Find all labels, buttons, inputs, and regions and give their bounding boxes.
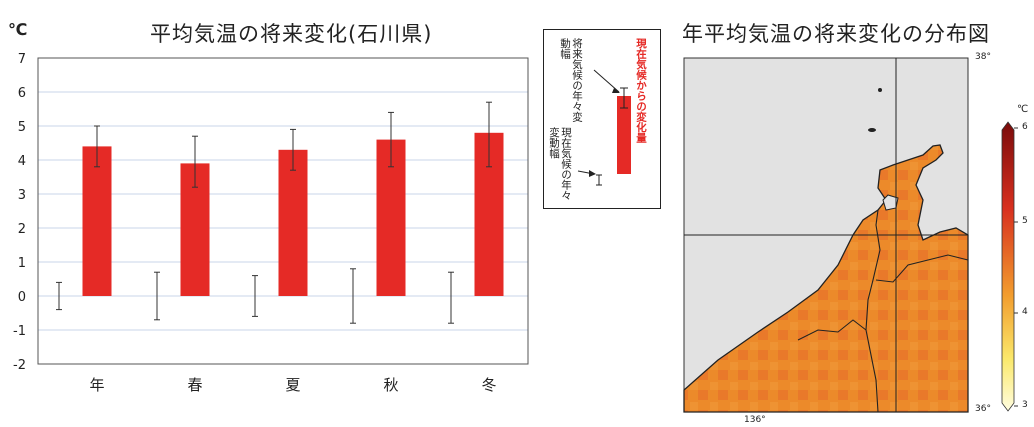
y-tick-label: 7 — [18, 52, 26, 67]
legend-arrowhead-present — [589, 170, 596, 177]
x-category-label: 夏 — [285, 376, 300, 394]
legend-box: 現在気候からの変化量 将来気候の年々変動幅 現在気候の年々変動幅 — [543, 29, 661, 209]
temperature-change-map — [683, 57, 969, 413]
legend-future-variability-label: 将来気候の年々変動幅 — [559, 38, 583, 122]
prefecture-boundary-west — [797, 319, 867, 341]
x-category-label: 秋 — [383, 376, 398, 394]
colorbar-label-5: 5 — [1022, 216, 1028, 226]
legend-graphic — [577, 69, 631, 186]
y-axis-unit-label: ℃ — [8, 20, 28, 39]
y-tick-label: 2 — [18, 222, 26, 237]
bar — [278, 149, 308, 296]
map-title: 年平均気温の将来変化の分布図 — [682, 22, 990, 46]
bar-chart: -2 -1 0 1 2 3 4 5 6 7 年 春 夏 秋 冬 — [13, 52, 529, 394]
colorbar — [1001, 121, 1018, 412]
colorbar-unit: ℃ — [1017, 104, 1029, 115]
colorbar-label-4: 4 — [1022, 307, 1028, 317]
lat-label-bottom: 36° — [975, 404, 991, 414]
x-category-label: 冬 — [481, 376, 496, 394]
legend-present-variability-label: 現在気候の年々変動幅 — [548, 127, 572, 201]
map-land-area — [683, 144, 969, 413]
prefecture-boundary — [865, 209, 881, 413]
lon-label: 136° — [744, 415, 766, 425]
y-tick-label: -2 — [13, 358, 26, 373]
legend-arrow-future — [593, 69, 620, 93]
prefecture-boundary-east — [875, 254, 969, 283]
legend-arrowhead-future — [612, 88, 620, 93]
legend-change-label: 現在気候からの変化量 — [635, 38, 647, 143]
legend-bar-swatch — [617, 96, 631, 174]
bars — [56, 101, 504, 324]
x-category-label: 春 — [187, 376, 202, 394]
y-tick-label: 6 — [18, 86, 26, 101]
x-axis-categories: 年春夏秋冬 — [89, 376, 496, 394]
island-marker-small — [878, 88, 882, 92]
y-tick-label: 3 — [18, 188, 26, 203]
y-tick-label: 0 — [18, 290, 26, 305]
plot-frame — [37, 57, 529, 365]
y-tick-label: 5 — [18, 120, 26, 135]
bar — [82, 146, 112, 296]
nanao-bay — [882, 194, 899, 211]
colorbar-gradient — [1001, 121, 1015, 412]
colorbar-label-3: 3 — [1022, 400, 1028, 410]
y-tick-label: 4 — [18, 154, 26, 169]
lat-label-top: 38° — [975, 52, 991, 62]
island-marker — [868, 128, 876, 132]
chart-title: 平均気温の将来変化(石川県) — [150, 22, 433, 46]
colorbar-label-6: 6 — [1022, 122, 1028, 132]
x-category-label: 年 — [89, 376, 104, 394]
y-tick-label: 1 — [18, 256, 26, 271]
y-axis-ticks: -2 -1 0 1 2 3 4 5 6 7 — [13, 52, 26, 373]
y-tick-label: -1 — [13, 324, 26, 339]
